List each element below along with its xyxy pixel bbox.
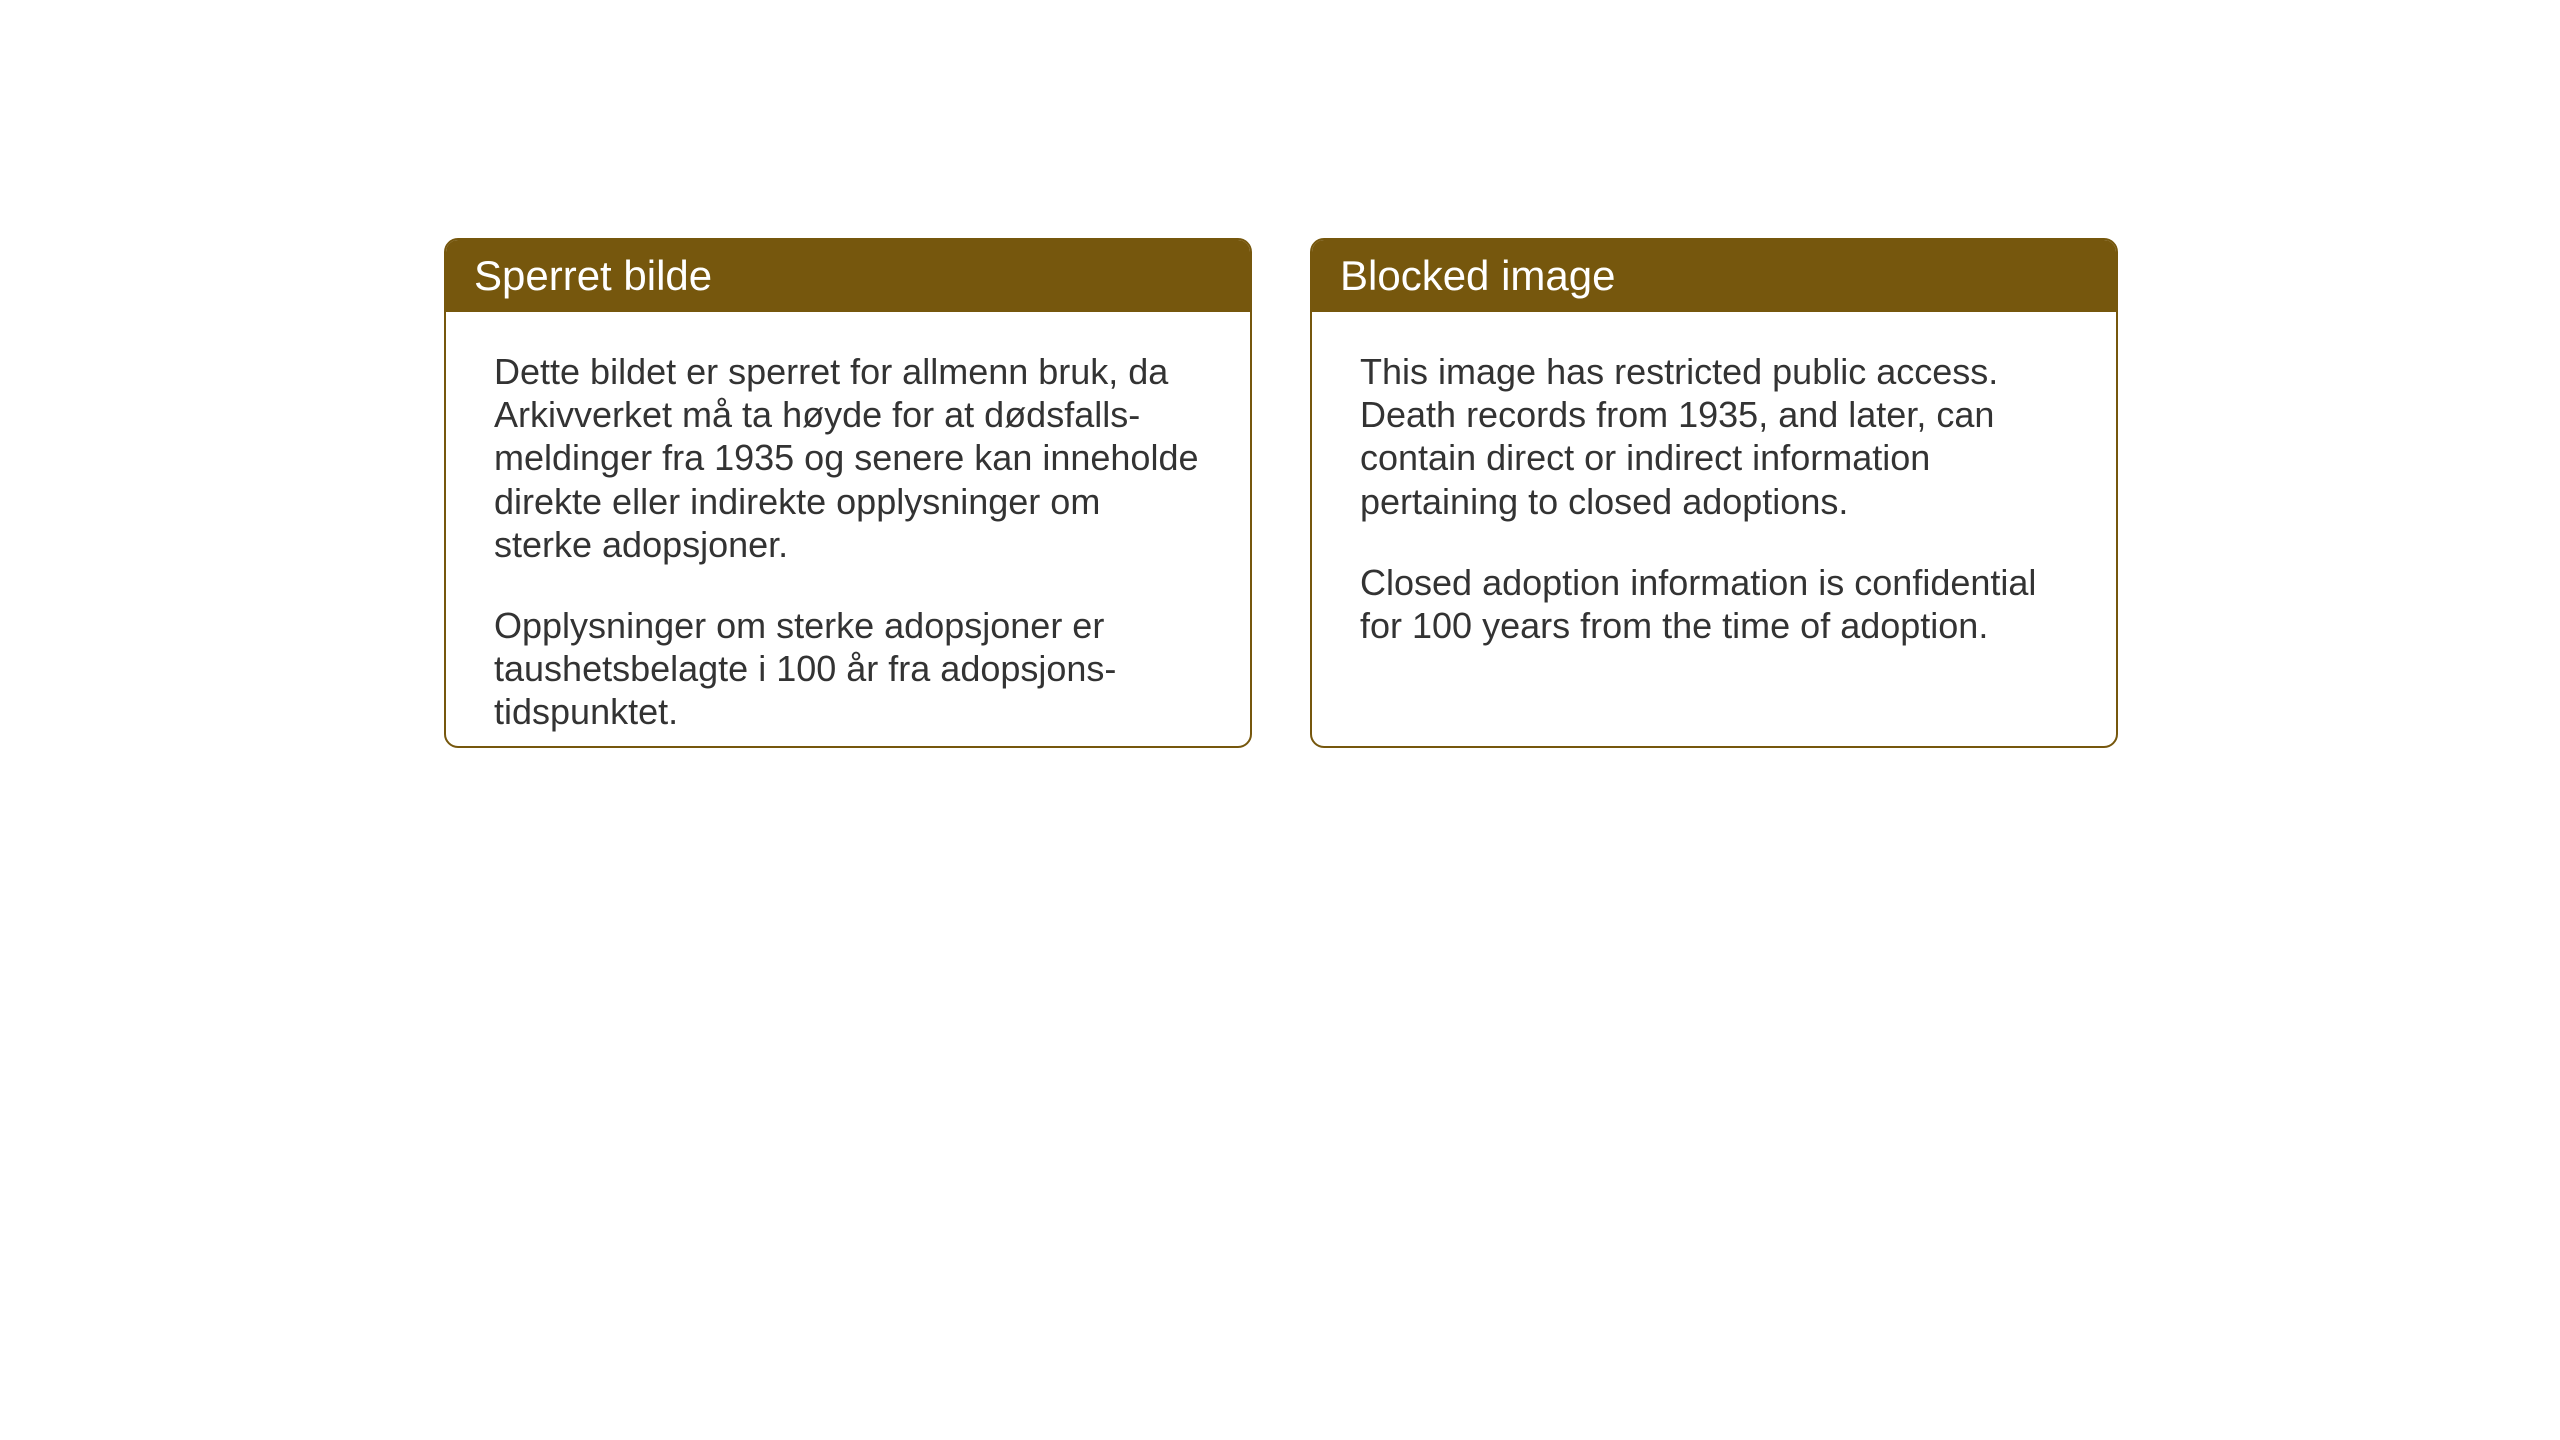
card-body-english: This image has restricted public access.… xyxy=(1312,312,2116,685)
card-paragraph-2-english: Closed adoption information is confident… xyxy=(1360,561,2068,647)
card-paragraph-2-norwegian: Opplysninger om sterke adopsjoner er tau… xyxy=(494,604,1202,734)
notice-container: Sperret bilde Dette bildet er sperret fo… xyxy=(444,238,2118,748)
notice-card-norwegian: Sperret bilde Dette bildet er sperret fo… xyxy=(444,238,1252,748)
card-header-english: Blocked image xyxy=(1312,240,2116,312)
card-paragraph-1-norwegian: Dette bildet er sperret for allmenn bruk… xyxy=(494,350,1202,566)
card-title-norwegian: Sperret bilde xyxy=(474,252,712,299)
card-paragraph-1-english: This image has restricted public access.… xyxy=(1360,350,2068,523)
card-title-english: Blocked image xyxy=(1340,252,1615,299)
notice-card-english: Blocked image This image has restricted … xyxy=(1310,238,2118,748)
card-header-norwegian: Sperret bilde xyxy=(446,240,1250,312)
card-body-norwegian: Dette bildet er sperret for allmenn bruk… xyxy=(446,312,1250,748)
